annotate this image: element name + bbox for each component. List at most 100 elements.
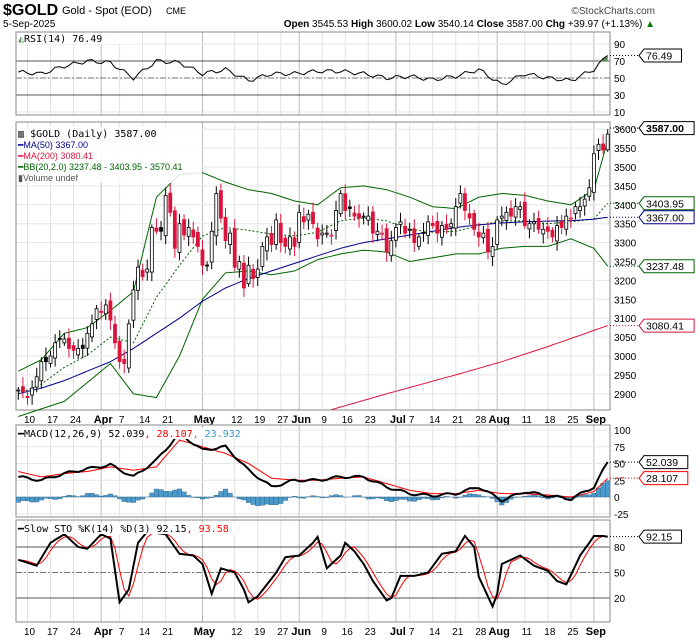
macd-histogram-bar: [407, 496, 413, 502]
macd-histogram-bar: [80, 495, 86, 498]
candle-body: [357, 213, 361, 219]
rsi-line: [18, 55, 608, 86]
macd-histogram-bar: [186, 495, 192, 498]
candle-body: [601, 143, 605, 151]
triangle-up-icon: ▲: [645, 19, 655, 30]
macd-histogram-bar: [425, 496, 431, 499]
macd-histogram-bar: [153, 488, 159, 498]
x-axis-label: 14: [139, 415, 151, 426]
candle-body: [85, 332, 90, 349]
candle-body: [375, 230, 380, 236]
candle-body: [214, 193, 219, 237]
candle-body: [228, 232, 233, 245]
candle-body: [99, 310, 104, 313]
sto-legend-text: Slow STO %K(14) %D(3) 92.15: [24, 524, 187, 535]
candle-body: [403, 225, 407, 234]
candle-body: [417, 236, 421, 247]
macd-histogram-bar: [61, 496, 67, 498]
rsi-tag-box: [638, 48, 682, 63]
macd-histogram-bar: [328, 495, 334, 498]
bb-lower-line: [18, 238, 609, 417]
candle-body: [522, 201, 527, 226]
price-tick-label: 3350: [614, 220, 637, 231]
macd-histogram-bar: [319, 496, 325, 499]
macd-histogram-bar: [52, 496, 58, 500]
macd-histogram-bar: [213, 494, 219, 498]
candle-body: [421, 232, 426, 234]
candle-body: [145, 268, 150, 273]
macd-histogram-bar: [20, 496, 26, 501]
x-axis-label: 9: [321, 627, 327, 638]
x-axis-label: 7: [409, 627, 415, 638]
candle-body: [481, 232, 486, 239]
macd-legend-text: MACD(12,26,9) 52.039: [24, 429, 144, 440]
macd-histogram-bar: [356, 495, 362, 498]
candle-body: [246, 264, 251, 285]
macd-histogram-bar: [167, 491, 173, 498]
candle-body: [573, 206, 578, 215]
rsi-tag: 76.49: [646, 50, 672, 62]
candle-body: [564, 215, 569, 230]
volume-legend: ▮Volume undef: [18, 173, 78, 183]
marks: [16, 55, 610, 610]
macd-histogram-bar: [296, 496, 302, 499]
candle-body: [67, 337, 71, 349]
macd-histogram-bar: [411, 496, 417, 502]
candle-body: [44, 356, 48, 363]
macd-histogram-bar: [536, 495, 542, 498]
macd-histogram-bar: [421, 496, 427, 499]
close-label: Close: [477, 19, 505, 30]
x-axis-label: Apr: [94, 626, 114, 638]
x-axis-label: Jul: [390, 414, 406, 426]
macd-histogram-bar: [397, 496, 403, 500]
candle-body: [458, 193, 463, 204]
macd-histogram-bar: [227, 492, 233, 498]
macd-tick-label: 50: [614, 460, 626, 471]
x-axis-label: 21: [162, 415, 174, 426]
candle-body: [555, 225, 559, 242]
x-axis-label: Sep: [586, 626, 606, 638]
macd-histogram-bar: [480, 496, 486, 498]
candle-body: [352, 212, 357, 217]
macd-histogram-bar: [439, 496, 445, 499]
candle-body: [30, 387, 35, 396]
candle-body: [200, 249, 205, 266]
macd-histogram-bar: [121, 496, 127, 502]
macd-histogram-bar: [301, 496, 307, 499]
candle-body: [223, 216, 228, 242]
copyright[interactable]: ©StockCharts.com: [571, 6, 655, 17]
candle-body: [389, 240, 394, 257]
macd-histogram-bar: [365, 496, 371, 500]
x-axis-label: 14: [429, 415, 441, 426]
macd-histogram-bar: [140, 496, 146, 500]
candle-body: [297, 211, 302, 243]
macd-histogram-bar: [71, 495, 77, 498]
x-axis-label: May: [194, 626, 216, 638]
candle-body: [232, 228, 237, 268]
bb-lower-tag: 3237.48: [646, 261, 684, 273]
macd-histogram-bar: [98, 495, 104, 498]
x-axis-label: 16: [342, 415, 354, 426]
candle-body: [288, 236, 292, 250]
ohlc-summary: Open 3545.53 High 3600.02 Low 3540.14 Cl…: [284, 19, 655, 30]
candle-body: [154, 227, 159, 232]
candle-body: [126, 323, 131, 369]
candle-body: [430, 222, 435, 226]
sto-k-line: [18, 530, 608, 610]
x-axis-label: 27: [277, 415, 289, 426]
macd-histogram-bar: [250, 496, 256, 505]
sto-tick-label: 20: [614, 594, 626, 605]
ma50-line: [18, 216, 608, 395]
macd-histogram-bar: [135, 496, 141, 501]
x-axis-label: 19: [254, 415, 266, 426]
x-axis-label: 18: [544, 415, 556, 426]
candle-body: [191, 229, 196, 238]
macd-histogram-bar: [490, 496, 496, 499]
macd-histogram-bar: [388, 496, 394, 502]
candle-body: [412, 228, 417, 244]
macd-histogram-bar: [195, 496, 201, 498]
candle-body: [504, 211, 509, 221]
candle-body: [366, 215, 371, 221]
candle-body: [334, 210, 338, 231]
x-axis-label: 21: [452, 627, 464, 638]
